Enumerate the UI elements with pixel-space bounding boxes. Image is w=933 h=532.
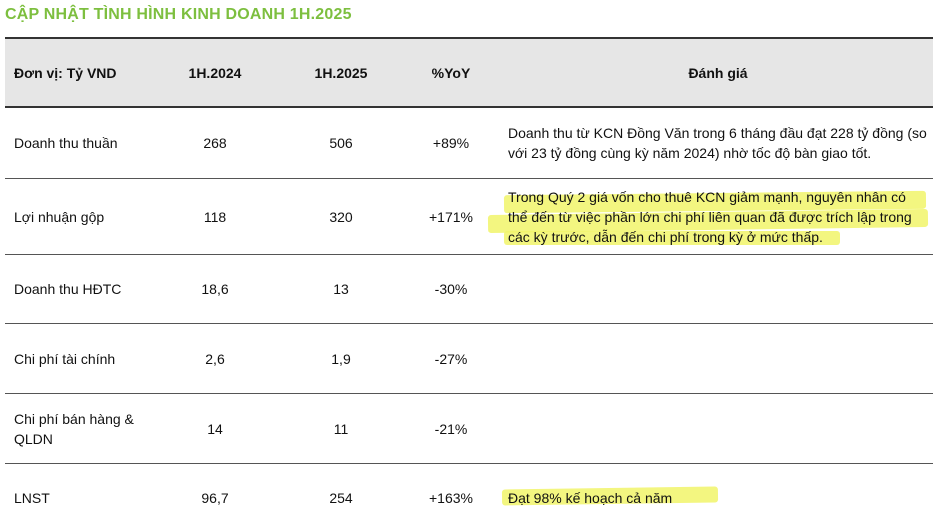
value-yoy: +163%: [429, 490, 473, 506]
assessment-note: Doanh thu từ KCN Đồng Văn trong 6 tháng …: [508, 108, 928, 178]
value-1h2025: 320: [329, 208, 353, 225]
table-row: Doanh thu HĐTC 18,6 13 -30%: [5, 255, 933, 324]
row-label: Doanh thu thuần: [14, 135, 118, 151]
assessment-text: Đạt 98% kế hoạch cả năm: [508, 490, 673, 506]
value-1h2024: 268: [203, 135, 227, 151]
header-unit: Đơn vị: Tỷ VND: [14, 64, 117, 81]
table-row: Chi phí tài chính 2,6 1,9 -27%: [5, 324, 933, 394]
assessment-note: [508, 255, 928, 323]
row-label: LNST: [14, 490, 50, 506]
table-header-row: Đơn vị: Tỷ VND 1H.2024 1H.2025 %YoY Đánh…: [5, 37, 933, 108]
value-1h2024: 118: [203, 208, 227, 225]
value-yoy: -27%: [434, 350, 468, 367]
assessment-text: Doanh thu từ KCN Đồng Văn trong 6 tháng …: [508, 125, 927, 161]
value-1h2025: 11: [333, 420, 349, 437]
value-1h2024: 18,6: [201, 281, 229, 297]
assessment-note: [508, 324, 928, 393]
row-label: Chi phí tài chính: [14, 350, 116, 367]
value-1h2025: 254: [329, 490, 353, 506]
value-1h2025: 1,9: [331, 350, 351, 367]
value-yoy: -21%: [434, 420, 468, 437]
assessment-note: Trong Quý 2 giá vốn cho thuê KCN giảm mạ…: [487, 179, 929, 254]
value-1h2025: 13: [333, 281, 349, 297]
row-label: Chi phí bán hàng & QLDN: [14, 410, 134, 447]
header-yoy: %YoY: [431, 64, 471, 81]
assessment-text: Trong Quý 2 giá vốn cho thuê KCN giảm mạ…: [508, 188, 912, 245]
page-title: CẬP NHẬT TÌNH HÌNH KINH DOANH 1H.2025: [5, 6, 352, 23]
table-row: Lợi nhuận gộp 118 320 +171% Trong Quý 2 …: [5, 179, 933, 255]
value-1h2025: 506: [329, 135, 353, 151]
header-1h2024: 1H.2024: [188, 64, 242, 81]
table-row: Doanh thu thuần 268 506 +89% Doanh thu t…: [5, 108, 933, 179]
value-yoy: +89%: [432, 135, 470, 151]
value-1h2024: 2,6: [205, 350, 225, 367]
row-label: Lợi nhuận gộp: [14, 208, 105, 225]
value-1h2024: 96,7: [201, 490, 229, 506]
header-assessment: Đánh giá: [688, 64, 748, 81]
header-1h2025: 1H.2025: [314, 64, 368, 81]
business-results-table: Đơn vị: Tỷ VND 1H.2024 1H.2025 %YoY Đánh…: [5, 37, 933, 532]
value-yoy: +171%: [429, 208, 473, 225]
highlighter-mark: [504, 231, 840, 245]
assessment-note: [508, 394, 928, 463]
table-row: LNST 96,7 254 +163% Đạt 98% kế hoạch cả …: [5, 464, 933, 532]
table-row: Chi phí bán hàng & QLDN 14 11 -21%: [5, 394, 933, 464]
assessment-note: Đạt 98% kế hoạch cả năm: [501, 464, 928, 532]
value-yoy: -30%: [434, 281, 468, 297]
row-label: Doanh thu HĐTC: [14, 281, 122, 297]
value-1h2024: 14: [207, 420, 223, 437]
